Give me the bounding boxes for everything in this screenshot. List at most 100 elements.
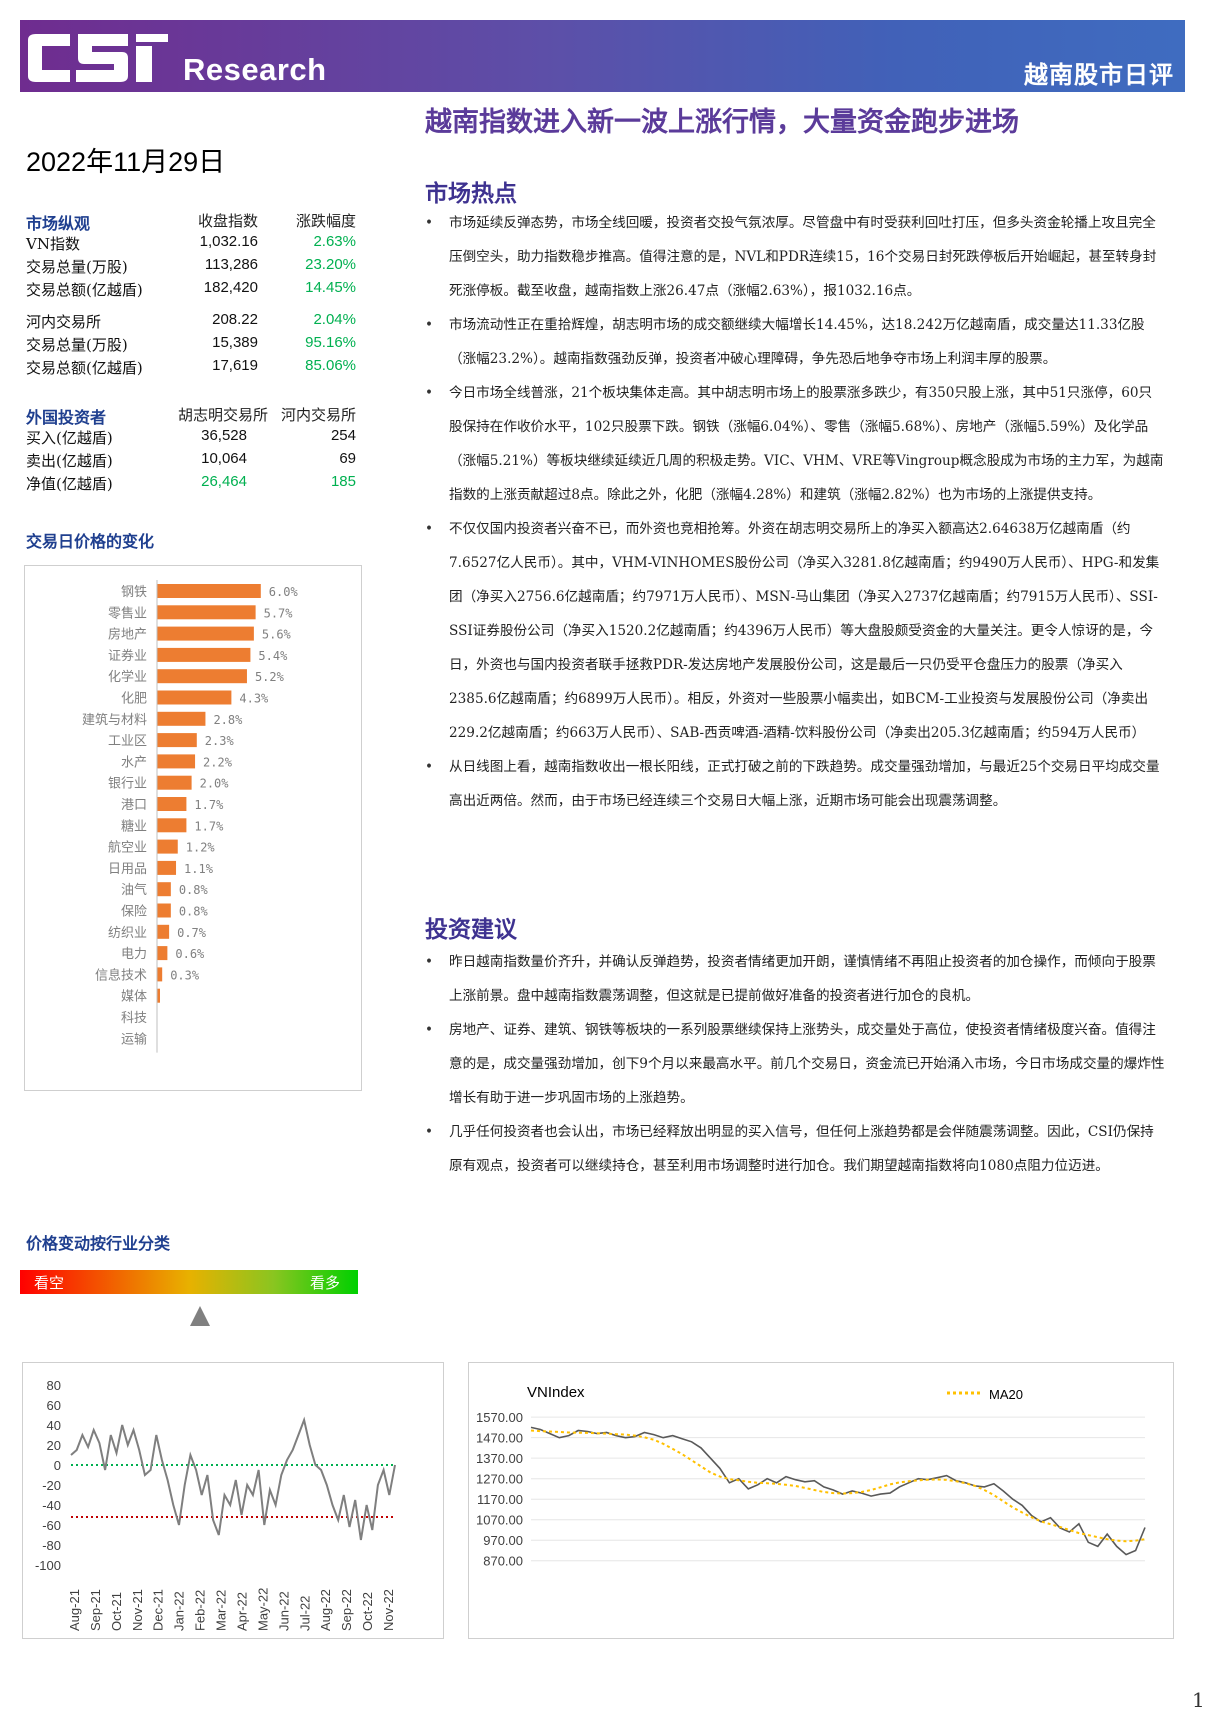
bar [157,967,163,982]
hotspot-list: 市场延续反弹态势，市场全线回暖，投资者交投气氛浓厚。尽管盘中有时受获利回吐打压，… [425,206,1165,818]
x-tick-label: May-22 [255,1588,270,1631]
sector-section-title: 价格变动按行业分类 [26,1234,171,1253]
table-row: 河内交易所 208.22 2.04% [26,311,356,333]
bar [157,797,187,811]
bar [157,988,160,1003]
category-label: 媒体 [121,990,147,1005]
data-label: 5.2% [255,670,285,684]
category-label: 房地产 [108,627,147,643]
category-label: 日用品 [108,862,147,877]
category-label: 证券业 [108,648,147,664]
y-tick-label: 1570.00 [476,1410,523,1425]
bar [157,839,178,854]
data-label: 2.2% [203,755,233,769]
bar [157,669,247,684]
x-tick-label: Dec-21 [151,1589,166,1631]
market-overview-title: 市场纵观 [26,214,91,233]
data-label: 5.7% [264,606,294,620]
y-tick-label: -20 [42,1478,61,1493]
x-tick-label: Nov-21 [130,1589,145,1631]
vnindex-chart-box: VNIndex MA20 1570.00 1470.00 1370.00 1270.00 1… [468,1362,1174,1639]
y-tick-label: -60 [42,1518,61,1533]
row-label: 交易总额(亿越盾) [26,359,143,377]
category-label: 航空业 [108,840,147,856]
data-label: 1.7% [194,798,224,812]
category-label: 油气 [121,882,147,898]
category-label: 零售业 [108,605,147,621]
data-label: 5.4% [258,649,288,663]
row-hose: 36,528 [201,427,247,444]
y-tick-label: 20 [47,1438,61,1453]
table-row: VN指数 1,032.16 2.63% [26,233,356,255]
data-label: 0.8% [179,905,209,919]
sector-bar-chart-box: 钢铁 6.0% 零售业 5.7% 房地产 5.6% 证券业 5.4% 化学业 5.2% 化肥 4.3%… [24,565,362,1091]
category-label: 水产 [121,755,147,770]
category-label: 化学业 [108,669,147,685]
row-label: 净值(亿越盾) [26,475,113,493]
list-item: 几乎任何投资者也会认出，市场已经释放出明显的买入信号，但任何上涨趋势都是会伴随震… [425,1115,1165,1183]
list-item: 不仅仅国内投资者兴奋不已，而外资也竞相抢筹。外资在胡志明交易所上的净买入额高达2… [425,512,1165,750]
y-tick-label: 1070.00 [476,1513,523,1528]
bar [157,882,171,897]
report-date: 2022年11月29日 [26,147,226,177]
table-row: 交易总额(亿越盾) 17,619 85.06% [26,357,356,379]
row-change: 95.16% [305,334,356,351]
category-label: 科技 [121,1011,147,1026]
data-label: 2.3% [205,734,235,748]
y-tick-label: 0 [54,1458,61,1473]
legend-label: MA20 [989,1387,1023,1402]
y-tick-label: 870.00 [483,1554,523,1569]
brand-name: Research [183,52,327,87]
data-label: 4.3% [239,692,269,706]
category-label: 运输 [121,1031,147,1047]
x-tick-label: Aug-21 [67,1589,82,1631]
bar [157,605,256,620]
data-label: 1.7% [194,819,224,833]
y-tick-label: -80 [42,1538,61,1553]
y-tick-label: -100 [35,1558,61,1573]
row-value: 15,389 [212,334,258,351]
bar-section-title: 交易日价格的变化 [26,532,155,551]
header-banner [20,20,1185,92]
category-label: 保险 [121,905,147,920]
bar [157,903,171,918]
category-label: 信息技术 [95,967,147,983]
y-tick-label: 60 [47,1398,61,1413]
table-row: 交易总量(万股) 15,389 95.16% [26,334,356,356]
data-label: 0.8% [179,883,209,897]
row-label: 交易总额(亿越盾) [26,281,143,299]
x-tick-label: Nov-22 [381,1589,396,1631]
y-tick-label: 970.00 [483,1533,523,1548]
row-label: 河内交易所 [26,313,102,331]
row-value: 1,032.16 [199,233,258,250]
bar [157,860,177,875]
y-tick-label: 80 [47,1378,61,1393]
x-tick-label: Jan-22 [172,1591,187,1631]
list-item: 市场流动性正在重拾辉煌，胡志明市场的成交额继续大幅增长14.45%，达18.24… [425,308,1165,376]
data-label: 2.0% [200,777,230,791]
row-label: VN指数 [26,235,80,253]
category-label: 钢铁 [121,585,147,600]
list-item: 市场延续反弹态势，市场全线回暖，投资者交投气氛浓厚。尽管盘中有时受获利回吐打压，… [425,206,1165,308]
x-tick-label: Jun-22 [276,1591,291,1631]
table-row: 净值(亿越盾) 26,464 185 [26,473,356,495]
report-type: 越南股市日评 [1024,60,1174,89]
page-number: 1 [1192,1688,1205,1712]
row-hnx: 254 [330,427,356,444]
row-hnx: 69 [339,450,356,467]
category-label: 糖业 [121,818,147,834]
x-tick-label: Oct-21 [109,1592,124,1631]
category-label: 银行业 [108,777,147,792]
x-tick-label: Jul-22 [297,1596,312,1631]
market-overview-header: 市场纵观 收盘指数 涨跌幅度 [26,210,356,233]
vnindex-chart: VNIndex MA20 1570.00 1470.00 1370.00 1270.00 1… [476,1384,1146,1569]
bar [157,924,170,939]
y-tick-label: 1270.00 [476,1472,523,1487]
y-tick-label: 40 [47,1418,61,1433]
advice-list: 昨日越南指数量价齐升，并确认反弹趋势，投资者情绪更加开朗，谨慎情绪不再阻止投资者… [425,945,1165,1183]
sentiment-gradient-bar [20,1270,358,1294]
row-change: 14.45% [305,279,356,296]
col-change: 涨跌幅度 [295,212,356,230]
col-hnx: 河内交易所 [280,406,356,424]
bar [157,711,206,726]
